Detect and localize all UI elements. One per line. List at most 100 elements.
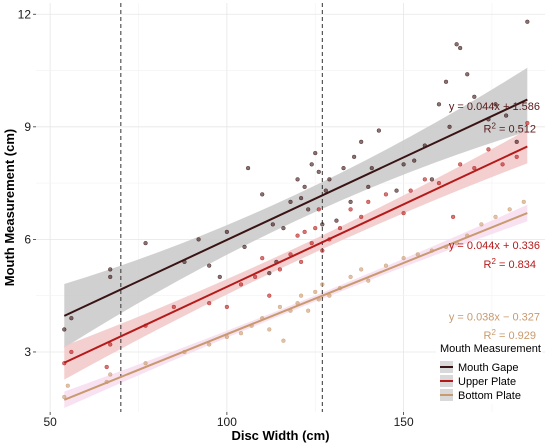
data-point (196, 237, 201, 242)
data-point (267, 293, 272, 298)
data-point (479, 222, 484, 227)
data-point (224, 304, 230, 310)
x-tick-label: 100 (217, 415, 237, 429)
data-point (267, 271, 272, 276)
data-point (309, 240, 314, 246)
data-point (450, 214, 456, 220)
data-point (313, 150, 318, 156)
data-point (436, 102, 442, 107)
legend: Mouth Measurement Mouth Gape Upper Plate B… (436, 340, 542, 404)
data-point (306, 308, 311, 313)
data-point (217, 274, 222, 280)
data-point (108, 274, 113, 280)
regression-equation: y = 0.044x + 1.586 (449, 101, 540, 113)
data-point (394, 188, 399, 193)
data-point (422, 177, 427, 182)
data-point (412, 158, 417, 163)
data-point (62, 327, 67, 332)
data-point (295, 177, 300, 182)
data-point (207, 263, 212, 268)
regression-line (63, 98, 528, 317)
data-point (472, 165, 477, 171)
data-point (108, 342, 113, 347)
data-point (327, 177, 332, 182)
data-point (207, 342, 212, 347)
data-point (281, 338, 286, 343)
data-point (359, 267, 364, 272)
legend-title: Mouth Measurement (440, 343, 541, 355)
data-point (401, 256, 406, 261)
y-tick-label: 9 (24, 120, 31, 134)
data-point (376, 128, 382, 133)
data-point (313, 289, 318, 295)
data-point (500, 162, 505, 167)
data-point (295, 233, 300, 238)
data-point (143, 240, 148, 246)
data-point (323, 188, 328, 193)
r-squared-label: R2 = 0.512 (484, 121, 536, 136)
data-point (525, 19, 530, 24)
data-point (277, 267, 283, 272)
y-tick-label: 3 (24, 345, 31, 359)
data-point (454, 42, 459, 47)
data-point (253, 274, 258, 280)
x-tick-label: 150 (394, 415, 414, 429)
data-point (348, 274, 353, 280)
data-point (270, 222, 275, 227)
data-point (408, 188, 413, 193)
data-point (281, 225, 286, 231)
data-point (458, 162, 463, 167)
data-point (503, 113, 509, 118)
data-point (306, 207, 311, 212)
y-axis-ticks: 3 6 9 12 (18, 7, 36, 359)
regression-equation: y = 0.038x − 0.327 (449, 311, 540, 323)
data-point (320, 282, 325, 287)
r-squared-label: R2 = 0.834 (484, 256, 536, 271)
data-point (436, 180, 442, 186)
data-point (316, 207, 321, 212)
data-point (465, 72, 470, 77)
data-point (383, 192, 389, 197)
data-point (316, 169, 321, 175)
data-point (260, 192, 265, 197)
data-point (369, 165, 374, 171)
data-point (359, 139, 364, 144)
data-point (65, 383, 70, 388)
data-point (521, 199, 526, 205)
regression-lines (63, 98, 528, 401)
data-point (366, 199, 371, 205)
data-point (104, 364, 109, 370)
data-point (348, 199, 353, 205)
data-point (108, 372, 113, 377)
data-point (341, 165, 346, 171)
data-point (298, 259, 304, 265)
data-point (302, 184, 307, 190)
data-point (302, 229, 307, 235)
data-point (207, 301, 212, 306)
data-point (242, 244, 247, 250)
data-point (238, 331, 244, 336)
data-point (472, 94, 477, 99)
data-point (383, 263, 389, 268)
data-point (447, 124, 452, 129)
data-point (359, 214, 364, 220)
data-point (143, 361, 148, 366)
data-point (493, 102, 498, 107)
data-point (493, 214, 498, 220)
regression-annotations: y = 0.044x + 1.586 R2 = 0.512 y = 0.044x +… (449, 101, 540, 342)
legend-label: Upper Plate (458, 376, 516, 388)
data-point (429, 177, 435, 182)
data-point (313, 225, 318, 231)
data-point (224, 229, 230, 235)
data-point (298, 195, 304, 201)
data-points (62, 19, 530, 400)
data-point (514, 139, 519, 144)
y-tick-label: 6 (24, 232, 31, 246)
data-point (514, 154, 519, 159)
reference-lines (120, 3, 323, 412)
y-tick-label: 12 (18, 7, 32, 21)
data-point (458, 45, 463, 51)
legend-background (436, 340, 542, 404)
data-point (366, 184, 371, 190)
data-point (171, 304, 177, 310)
